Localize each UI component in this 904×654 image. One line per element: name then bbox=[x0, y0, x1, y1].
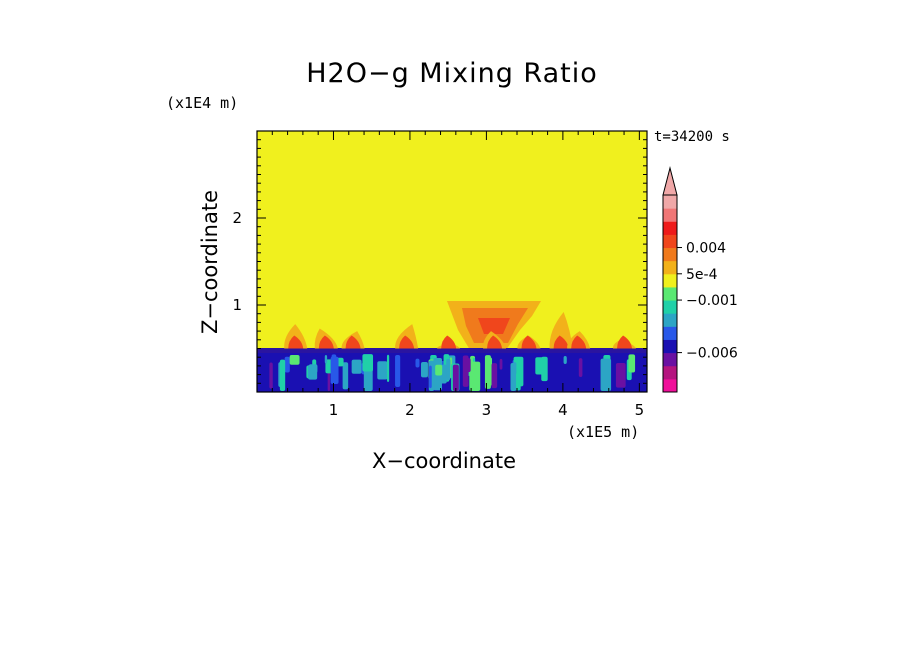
boundary-layer-streak bbox=[279, 359, 286, 391]
boundary-layer-streak bbox=[330, 356, 339, 385]
colorbar-segment bbox=[663, 221, 677, 235]
colorbar-labels: 0.004 5e-4 −0.001 −0.006 bbox=[677, 241, 738, 362]
z-tick-label: 2 bbox=[232, 209, 242, 227]
boundary-layer-streak bbox=[615, 362, 626, 388]
colorbar-segment bbox=[663, 234, 677, 249]
colorbar-segment bbox=[663, 208, 677, 222]
major-ticks bbox=[257, 131, 647, 392]
colorbar-segment bbox=[663, 300, 677, 314]
x-tick-label: 2 bbox=[405, 401, 415, 419]
colorbar-tick-label: −0.006 bbox=[686, 346, 738, 362]
z-axis-multiplier: (x1E4 m) bbox=[166, 94, 239, 112]
thermals bbox=[284, 311, 637, 349]
colorbar-segment bbox=[663, 286, 677, 301]
boundary-layer-streak bbox=[600, 358, 612, 391]
colorbar-segment bbox=[663, 247, 677, 262]
colorbar-segment bbox=[663, 352, 677, 367]
thermal-core bbox=[617, 335, 633, 349]
boundary-layer-streak bbox=[491, 363, 498, 389]
boundary-layer-streak bbox=[377, 361, 388, 380]
colorbar-frame bbox=[662, 194, 678, 393]
colorbar-segment bbox=[663, 260, 677, 275]
boundary-layer-streak bbox=[415, 358, 420, 368]
colorbar-segment bbox=[663, 365, 677, 380]
thermal-outer bbox=[549, 311, 573, 349]
boundary-layer-streak bbox=[535, 357, 544, 375]
boundary-layer-streak bbox=[420, 362, 428, 378]
thermal-core bbox=[521, 335, 537, 349]
x-axis-multiplier: (x1E5 m) bbox=[567, 423, 640, 441]
thermal-core bbox=[441, 335, 457, 349]
colorbar-segment bbox=[663, 326, 677, 340]
thermal-core bbox=[318, 335, 334, 349]
boundary-layer-streak bbox=[469, 361, 481, 391]
z-tick-label: 1 bbox=[232, 296, 242, 314]
colorbar-segment bbox=[663, 378, 677, 393]
boundary-layer-streak bbox=[386, 354, 390, 383]
boundary-layer-streak bbox=[429, 365, 432, 389]
colorbar-segment bbox=[663, 339, 677, 354]
boundary-layer-streak bbox=[362, 354, 374, 372]
boundary-layer-streak bbox=[563, 355, 567, 364]
boundary-layer-streak bbox=[466, 358, 471, 373]
thermal-core bbox=[487, 335, 503, 349]
plume-core bbox=[478, 318, 510, 334]
boundary-layer-streak bbox=[435, 364, 443, 376]
tick-labels: 1 2 3 4 5 1 2 bbox=[232, 209, 644, 419]
boundary-layer-streak bbox=[499, 358, 503, 370]
colorbar-extend-arrow bbox=[662, 166, 678, 196]
x-tick-label: 3 bbox=[482, 401, 492, 419]
boundary-layer-streak bbox=[342, 362, 349, 390]
boundary-layer-streak bbox=[308, 364, 318, 373]
colorbar-segment bbox=[663, 313, 677, 327]
boundary-layer-streaks bbox=[269, 354, 636, 391]
thermal-core bbox=[571, 335, 587, 349]
time-label: t=34200 s bbox=[654, 129, 730, 145]
boundary-layer-top bbox=[257, 348, 647, 353]
boundary-layer-streak bbox=[284, 356, 290, 373]
x-tick-label: 4 bbox=[558, 401, 568, 419]
colorbar bbox=[662, 166, 678, 393]
boundary-layer-streak bbox=[446, 358, 451, 381]
colorbar-tick-label: 5e-4 bbox=[686, 267, 718, 283]
colorbar-segment bbox=[663, 195, 677, 209]
boundary-layer-streak bbox=[269, 362, 273, 389]
boundary-layer-streak bbox=[289, 354, 300, 365]
boundary-layer-streak bbox=[395, 354, 401, 388]
boundary-layer-streak bbox=[484, 355, 491, 389]
boundary-layer-streak bbox=[324, 354, 328, 364]
minor-ticks bbox=[257, 131, 647, 392]
boundary-layer-streak bbox=[452, 364, 459, 391]
colorbar-segment bbox=[663, 273, 677, 288]
chart-title: H2O−g Mixing Ratio bbox=[306, 58, 598, 89]
boundary-layer-streak bbox=[628, 354, 636, 373]
boundary-layer-streak bbox=[351, 359, 362, 374]
thermal-core bbox=[288, 335, 304, 349]
colorbar-tick-label: 0.004 bbox=[686, 241, 726, 257]
thermal-core bbox=[345, 335, 361, 349]
contour-field bbox=[257, 301, 647, 392]
x-tick-label: 1 bbox=[329, 401, 339, 419]
x-axis-label: X−coordinate bbox=[372, 449, 516, 473]
boundary-layer-streak bbox=[541, 356, 548, 382]
thermal-core bbox=[553, 335, 569, 349]
boundary-layer-streak bbox=[578, 358, 583, 377]
x-tick-label: 5 bbox=[635, 401, 645, 419]
colorbar-tick-label: −0.001 bbox=[686, 293, 738, 309]
thermal-core bbox=[399, 335, 415, 349]
boundary-layer-streak bbox=[512, 362, 517, 375]
